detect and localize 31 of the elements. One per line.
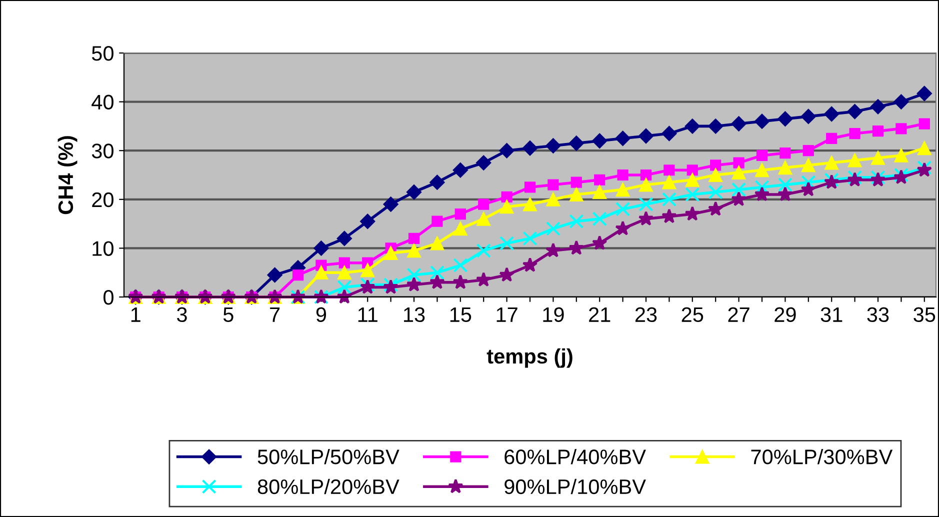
y-tick-label: 20 [92, 192, 114, 208]
legend-label: 50%LP/50%BV [258, 448, 400, 464]
legend-label: 90%LP/10%BV [504, 478, 646, 494]
y-tick-label: 50 [92, 46, 114, 61]
x-tick-label: 25 [682, 307, 704, 322]
x-axis-title: temps (j) [486, 348, 572, 368]
y-tick-label: 10 [92, 241, 114, 256]
y-axis-title: CH4 (%) [58, 136, 78, 214]
x-tick-label: 1 [131, 307, 140, 322]
x-tick-label: 17 [496, 307, 518, 322]
x-tick-label: 23 [635, 307, 657, 322]
x-tick-label: 33 [867, 307, 889, 322]
legend-label: 70%LP/30%BV [751, 448, 893, 464]
x-tick-label: 21 [589, 307, 610, 322]
x-tick-label: 9 [316, 307, 326, 322]
x-tick-label: 27 [728, 307, 750, 322]
x-tick-label: 29 [774, 307, 796, 322]
x-tick-label: 35 [914, 307, 936, 322]
x-tick-label: 31 [820, 307, 842, 322]
x-tick-label: 13 [404, 307, 425, 322]
x-tick-label: 3 [177, 307, 187, 322]
x-tick-label: 15 [450, 307, 472, 322]
x-tick-label: 7 [270, 307, 280, 322]
x-tick-label: 11 [358, 307, 378, 322]
y-tick-label: 0 [104, 290, 114, 305]
x-tick-label: 19 [543, 307, 564, 322]
y-tick-label: 30 [92, 144, 114, 158]
x-tick-label: 5 [223, 307, 234, 322]
y-tick-label: 40 [92, 94, 114, 110]
legend-label: 80%LP/20%BV [258, 478, 400, 494]
legend-label: 60%LP/40%BV [504, 448, 646, 464]
